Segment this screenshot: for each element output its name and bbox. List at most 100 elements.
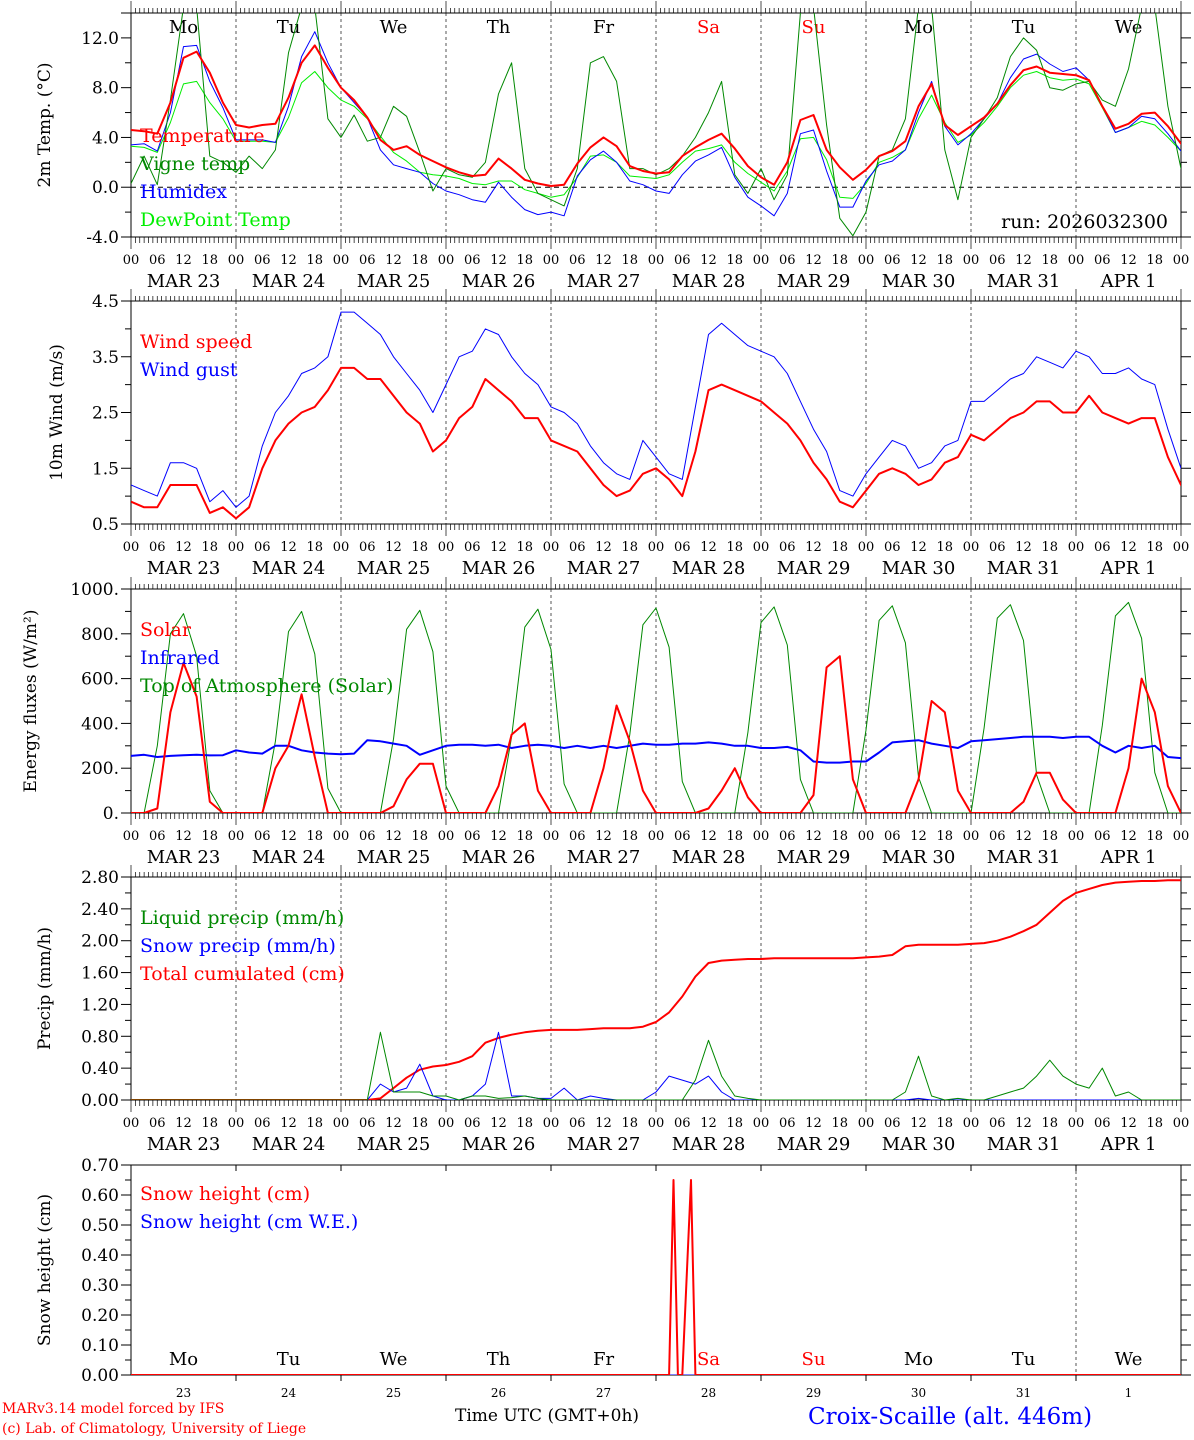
y-tick-label: 8.0 xyxy=(92,79,119,99)
x-hour-label: 00 xyxy=(333,1116,350,1131)
x-date-label: MAR 31 xyxy=(987,558,1061,579)
x-hour-label: 12 xyxy=(700,1116,717,1131)
x-hour-label: 06 xyxy=(359,1116,376,1131)
x-day-number: 28 xyxy=(701,1386,716,1400)
x-hour-label: 06 xyxy=(779,540,796,555)
x-hour-label: 06 xyxy=(989,829,1006,844)
x-hour-label: 18 xyxy=(621,1116,638,1131)
x-hour-label: 18 xyxy=(516,1116,533,1131)
x-hour-label: 12 xyxy=(280,540,297,555)
weekday-label: We xyxy=(380,1349,408,1370)
series-line-infrared xyxy=(131,735,1181,764)
x-hour-label: 12 xyxy=(1120,253,1137,268)
x-hour-label: 18 xyxy=(936,253,953,268)
x-date-label: MAR 26 xyxy=(462,1134,536,1155)
x-hour-label: 00 xyxy=(333,829,350,844)
x-day-number: 24 xyxy=(281,1386,297,1400)
x-date-label: APR 1 xyxy=(1100,847,1157,868)
x-hour-label: 00 xyxy=(1173,540,1190,555)
x-hour-label: 18 xyxy=(411,829,428,844)
x-date-label: MAR 23 xyxy=(147,1134,221,1155)
y-axis-label: Snow height (cm) xyxy=(35,1194,55,1346)
x-hour-label: 12 xyxy=(1015,540,1032,555)
x-hour-label: 12 xyxy=(805,540,822,555)
y-tick-label: 2.5 xyxy=(92,404,119,424)
x-date-label: MAR 30 xyxy=(882,271,956,292)
y-tick-label: 0. xyxy=(103,804,119,824)
weekday-label: Th xyxy=(487,17,511,38)
y-tick-label: 0.70 xyxy=(81,1156,119,1176)
legend-entry: Top of Atmosphere (Solar) xyxy=(140,675,393,697)
x-hour-label: 00 xyxy=(1068,1116,1085,1131)
y-axis-label: 2m Temp. (°C) xyxy=(35,62,55,187)
x-hour-label: 18 xyxy=(1146,829,1163,844)
x-hour-label: 00 xyxy=(438,253,455,268)
x-hour-label: 00 xyxy=(123,829,140,844)
weekday-label: Tu xyxy=(277,17,301,38)
x-hour-label: 00 xyxy=(753,829,770,844)
x-hour-label: 12 xyxy=(805,253,822,268)
y-tick-label: 12.0 xyxy=(81,29,119,49)
x-hour-label: 18 xyxy=(1041,1116,1058,1131)
x-hour-label: 12 xyxy=(385,540,402,555)
x-hour-label: 00 xyxy=(1173,829,1190,844)
x-hour-label: 18 xyxy=(306,829,323,844)
weekday-label: Tu xyxy=(1012,1349,1036,1370)
x-date-label: MAR 31 xyxy=(987,271,1061,292)
x-hour-label: 12 xyxy=(595,540,612,555)
x-date-label: MAR 25 xyxy=(357,1134,431,1155)
x-hour-label: 06 xyxy=(149,540,166,555)
x-hour-label: 00 xyxy=(543,1116,560,1131)
x-date-label: MAR 30 xyxy=(882,1134,956,1155)
weekday-label: Su xyxy=(802,1349,826,1370)
x-hour-label: 12 xyxy=(1015,1116,1032,1131)
x-hour-label: 12 xyxy=(385,829,402,844)
x-hour-label: 12 xyxy=(490,253,507,268)
x-hour-label: 06 xyxy=(254,253,271,268)
x-day-number: 29 xyxy=(806,1386,821,1400)
x-hour-label: 12 xyxy=(175,540,192,555)
x-hour-label: 06 xyxy=(884,540,901,555)
y-tick-label: 0.50 xyxy=(81,1216,119,1236)
x-hour-label: 18 xyxy=(621,540,638,555)
copyright-credit: (c) Lab. of Climatology, University of L… xyxy=(2,1421,307,1437)
x-hour-label: 12 xyxy=(700,540,717,555)
x-hour-label: 00 xyxy=(1068,253,1085,268)
x-hour-label: 00 xyxy=(858,253,875,268)
y-tick-label: 2.80 xyxy=(81,868,119,888)
x-date-label: MAR 25 xyxy=(357,847,431,868)
x-hour-label: 18 xyxy=(411,540,428,555)
x-hour-label: 06 xyxy=(464,253,481,268)
x-hour-label: 06 xyxy=(569,253,586,268)
series-line-solar xyxy=(131,655,1181,813)
x-hour-label: 06 xyxy=(464,829,481,844)
x-day-number: 25 xyxy=(386,1386,401,1400)
legend-entry: Snow precip (mm/h) xyxy=(140,935,336,957)
y-tick-label: 0.0 xyxy=(92,178,119,198)
series-line-wind-speed xyxy=(131,366,1181,520)
weekday-label: We xyxy=(1115,1349,1143,1370)
x-hour-label: 12 xyxy=(175,253,192,268)
y-tick-label: 4.0 xyxy=(92,128,119,148)
x-hour-label: 12 xyxy=(1120,1116,1137,1131)
x-hour-label: 00 xyxy=(963,829,980,844)
x-hour-label: 00 xyxy=(228,253,245,268)
x-hour-label: 12 xyxy=(175,1116,192,1131)
weekday-label: Mo xyxy=(169,1349,198,1370)
x-date-label: MAR 26 xyxy=(462,271,536,292)
x-hour-label: 12 xyxy=(1120,829,1137,844)
x-hour-label: 00 xyxy=(333,253,350,268)
x-hour-label: 18 xyxy=(201,253,218,268)
x-date-label: MAR 27 xyxy=(567,847,641,868)
series-line-temperature xyxy=(131,44,1181,187)
x-day-number: 31 xyxy=(1016,1386,1031,1400)
x-hour-label: 00 xyxy=(1173,1116,1190,1131)
y-tick-label: 0.80 xyxy=(81,1027,119,1047)
x-hour-label: 00 xyxy=(543,540,560,555)
x-date-label: MAR 29 xyxy=(777,847,851,868)
x-hour-label: 18 xyxy=(726,540,743,555)
series-line-liquid-precip-mm-h xyxy=(131,1031,1181,1100)
x-hour-label: 18 xyxy=(936,540,953,555)
x-hour-label: 06 xyxy=(464,540,481,555)
